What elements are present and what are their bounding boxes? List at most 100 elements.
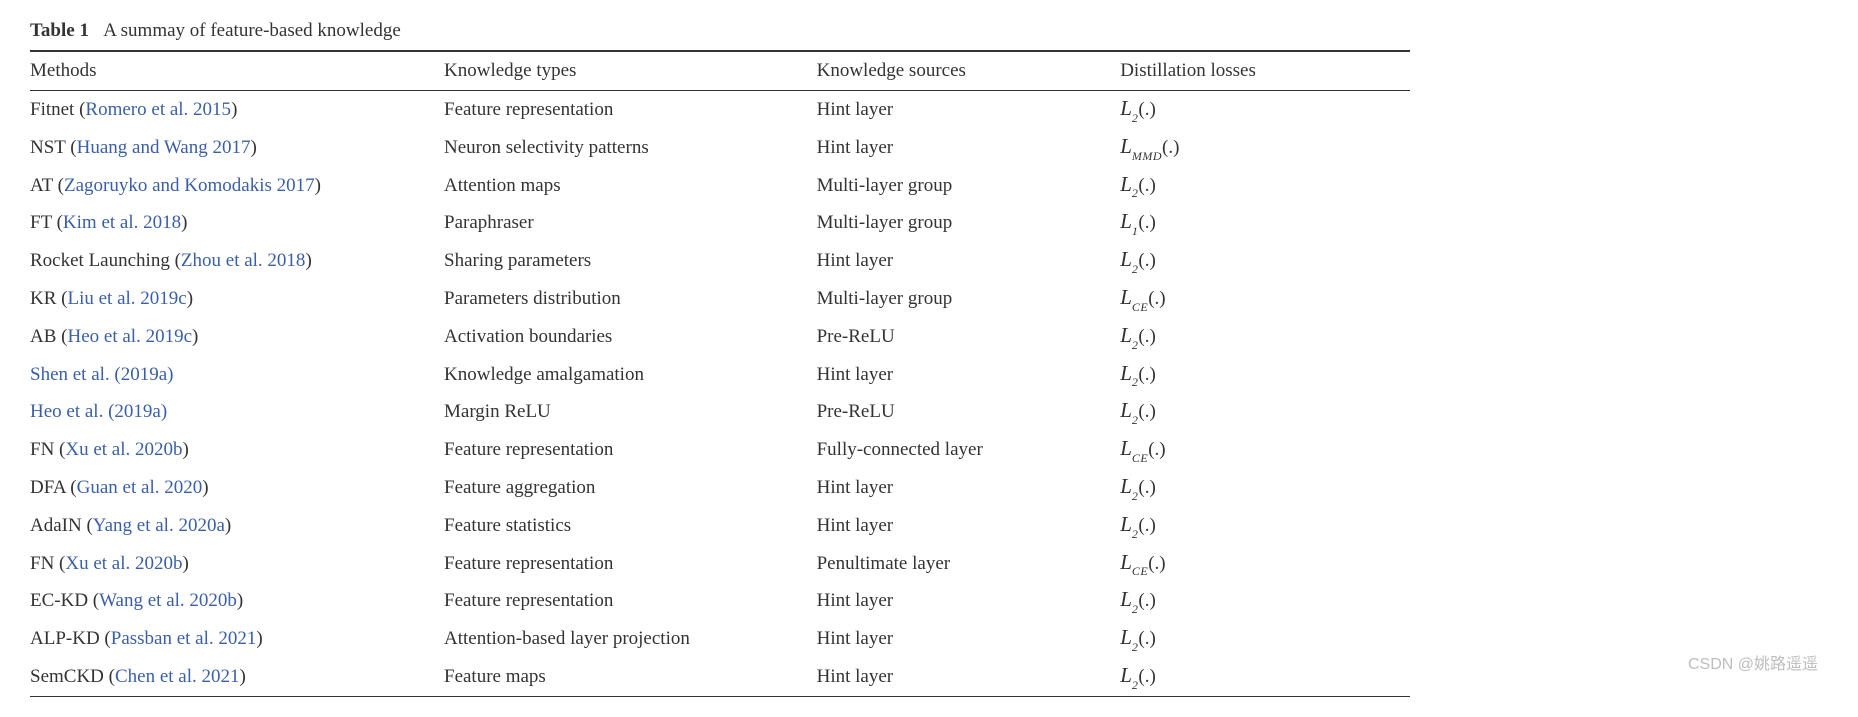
loss-symbol: L	[1120, 247, 1132, 271]
cell-method: AB (Heo et al. 2019c)	[30, 318, 444, 356]
method-prefix: KR (	[30, 288, 67, 309]
cell-knowledge-source: Pre-ReLU	[817, 393, 1121, 431]
citation-link[interactable]: Romero et al. 2015	[85, 99, 231, 120]
cell-knowledge-type: Feature maps	[444, 658, 817, 696]
method-suffix: )	[225, 515, 231, 536]
method-suffix: )	[183, 553, 189, 574]
loss-subscript: CE	[1132, 451, 1148, 465]
table-row: Heo et al. (2019a)Margin ReLUPre-ReLUL2(…	[30, 393, 1410, 431]
cell-method: FN (Xu et al. 2020b)	[30, 545, 444, 583]
table-row: AB (Heo et al. 2019c)Activation boundari…	[30, 318, 1410, 356]
loss-symbol: L	[1120, 512, 1132, 536]
method-prefix: EC-KD (	[30, 590, 99, 611]
cell-knowledge-type: Feature representation	[444, 545, 817, 583]
loss-suffix: (.)	[1138, 175, 1155, 196]
method-prefix: DFA (	[30, 477, 77, 498]
cell-knowledge-type: Attention-based layer projection	[444, 620, 817, 658]
col-header-distillation-losses: Distillation losses	[1120, 51, 1410, 91]
loss-subscript: CE	[1132, 564, 1148, 578]
citation-link[interactable]: Passban et al. 2021	[111, 628, 257, 649]
method-suffix: )	[250, 137, 256, 158]
cell-method: EC-KD (Wang et al. 2020b)	[30, 582, 444, 620]
citation-link[interactable]: Xu et al. 2020b	[65, 439, 182, 460]
table-caption-label: Table 1	[30, 20, 89, 41]
loss-symbol: L	[1120, 172, 1132, 196]
citation-link[interactable]: Kim et al. 2018	[63, 212, 181, 233]
table-caption: Table 1 A summay of feature-based knowle…	[30, 20, 1410, 42]
cell-method: FT (Kim et al. 2018)	[30, 204, 444, 242]
cell-knowledge-source: Hint layer	[817, 469, 1121, 507]
method-prefix: Rocket Launching (	[30, 250, 181, 271]
loss-suffix: (.)	[1138, 250, 1155, 271]
table-row: FT (Kim et al. 2018)ParaphraserMulti-lay…	[30, 204, 1410, 242]
table-row: KR (Liu et al. 2019c) Parameters distribu…	[30, 280, 1410, 318]
table-container: Table 1 A summay of feature-based knowle…	[30, 20, 1410, 697]
cell-method: Rocket Launching (Zhou et al. 2018)	[30, 242, 444, 280]
table-header-row: Methods Knowledge types Knowledge source…	[30, 51, 1410, 91]
cell-method: Heo et al. (2019a)	[30, 393, 444, 431]
cell-distillation-loss: L2(.)	[1120, 658, 1410, 696]
loss-symbol: L	[1120, 285, 1132, 309]
cell-knowledge-type: Feature representation	[444, 582, 817, 620]
cell-knowledge-source: Hint layer	[817, 620, 1121, 658]
loss-symbol: L	[1120, 587, 1132, 611]
citation-link[interactable]: Xu et al. 2020b	[65, 553, 182, 574]
method-suffix: )	[187, 288, 193, 309]
citation-link[interactable]: Yang et al. 2020a	[93, 515, 225, 536]
cell-knowledge-type: Parameters distribution	[444, 280, 817, 318]
citation-link[interactable]: Zhou et al. 2018	[181, 250, 306, 271]
loss-suffix: (.)	[1148, 288, 1165, 309]
cell-knowledge-source: Hint layer	[817, 242, 1121, 280]
loss-symbol: L	[1120, 474, 1132, 498]
col-header-knowledge-sources: Knowledge sources	[817, 51, 1121, 91]
table-row: DFA (Guan et al. 2020)Feature aggregatio…	[30, 469, 1410, 507]
cell-method: AT (Zagoruyko and Komodakis 2017)	[30, 167, 444, 205]
method-suffix: )	[256, 628, 262, 649]
cell-distillation-loss: L2(.)	[1120, 167, 1410, 205]
watermark: CSDN @姚路遥遥	[1688, 650, 1818, 674]
citation-link[interactable]: Huang and Wang 2017	[77, 137, 251, 158]
method-prefix: Fitnet (	[30, 99, 85, 120]
citation-link[interactable]: Liu et al. 2019c	[67, 288, 186, 309]
citation-link[interactable]: Zagoruyko and Komodakis 2017	[64, 175, 315, 196]
cell-distillation-loss: L2(.)	[1120, 91, 1410, 129]
loss-symbol: L	[1120, 96, 1132, 120]
loss-symbol: L	[1120, 134, 1132, 158]
table-row: Shen et al. (2019a)Knowledge amalgamatio…	[30, 356, 1410, 394]
cell-knowledge-source: Hint layer	[817, 91, 1121, 129]
cell-knowledge-type: Activation boundaries	[444, 318, 817, 356]
cell-knowledge-source: Multi-layer group	[817, 280, 1121, 318]
citation-link[interactable]: Guan et al. 2020	[77, 477, 203, 498]
cell-method: ALP-KD (Passban et al. 2021)	[30, 620, 444, 658]
col-header-knowledge-types: Knowledge types	[444, 51, 817, 91]
loss-subscript: 2	[1132, 602, 1139, 616]
citation-link[interactable]: Heo et al. 2019c	[67, 326, 192, 347]
loss-suffix: (.)	[1148, 439, 1165, 460]
citation-link[interactable]: Wang et al. 2020b	[99, 590, 237, 611]
cell-distillation-loss: LCE(.)	[1120, 431, 1410, 469]
table-row: AT (Zagoruyko and Komodakis 2017)Attenti…	[30, 167, 1410, 205]
cell-distillation-loss: L2(.)	[1120, 393, 1410, 431]
loss-symbol: L	[1120, 361, 1132, 385]
method-suffix: )	[315, 175, 321, 196]
loss-suffix: (.)	[1138, 590, 1155, 611]
citation-link[interactable]: Shen et al. (2019a)	[30, 364, 174, 385]
citation-link[interactable]: Heo et al. (2019a)	[30, 401, 167, 422]
loss-symbol: L	[1120, 323, 1132, 347]
method-prefix: FN (	[30, 553, 65, 574]
table-row: FN (Xu et al. 2020b)Feature representati…	[30, 545, 1410, 583]
method-suffix: )	[192, 326, 198, 347]
loss-subscript: MMD	[1132, 149, 1162, 163]
cell-distillation-loss: L2(.)	[1120, 582, 1410, 620]
loss-subscript: 2	[1132, 375, 1139, 389]
loss-suffix: (.)	[1138, 99, 1155, 120]
cell-method: Fitnet (Romero et al. 2015)	[30, 91, 444, 129]
cell-method: AdaIN (Yang et al. 2020a)	[30, 507, 444, 545]
loss-subscript: 2	[1132, 262, 1139, 276]
table-row: Rocket Launching (Zhou et al. 2018)Shari…	[30, 242, 1410, 280]
citation-link[interactable]: Chen et al. 2021	[115, 666, 240, 687]
cell-knowledge-type: Attention maps	[444, 167, 817, 205]
cell-distillation-loss: LCE(.)	[1120, 545, 1410, 583]
cell-distillation-loss: L2(.)	[1120, 318, 1410, 356]
cell-knowledge-source: Multi-layer group	[817, 167, 1121, 205]
